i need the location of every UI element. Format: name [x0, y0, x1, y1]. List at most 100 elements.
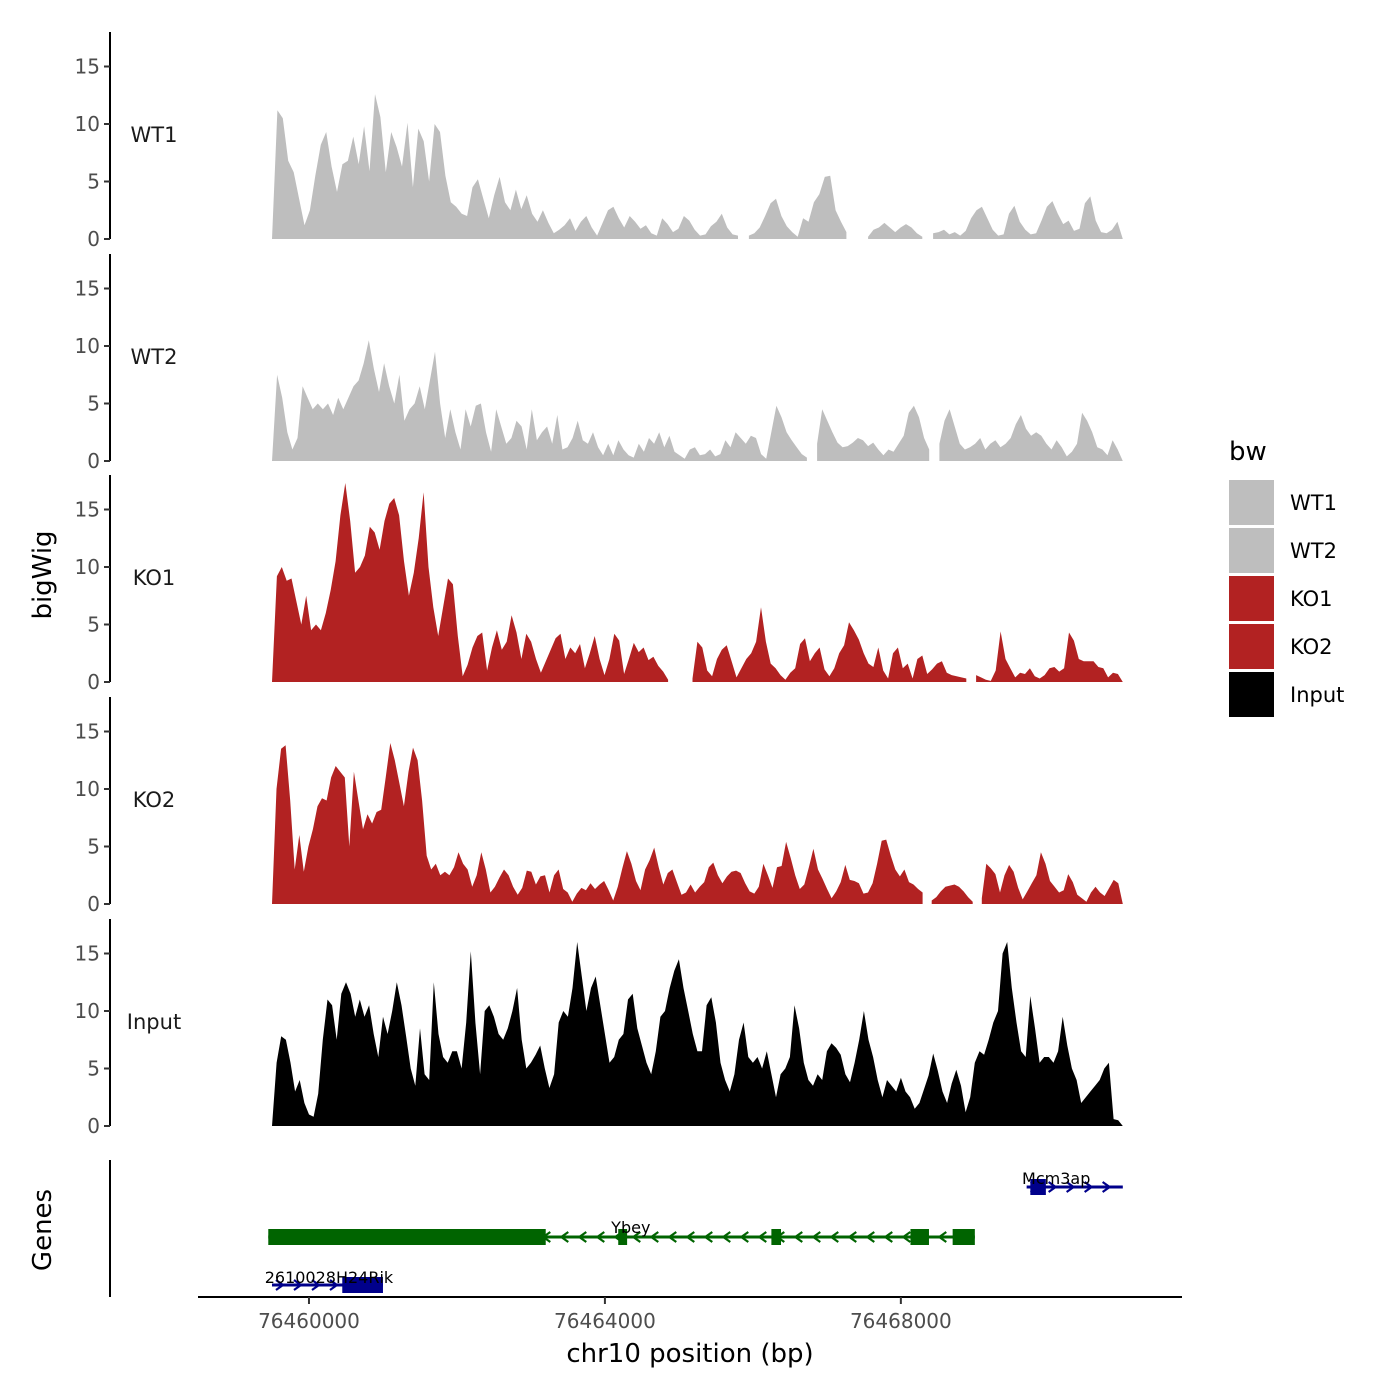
y-tick-label: 10	[75, 334, 100, 358]
y-tick-label: 10	[75, 777, 100, 801]
gene-mcm3ap: Mcm3ap	[1022, 1169, 1123, 1195]
legend-label: WT2	[1290, 539, 1337, 563]
y-tick-label: 15	[75, 942, 100, 966]
strand-arrow	[595, 1231, 605, 1243]
coverage-area	[931, 884, 973, 904]
y-tick-label: 15	[75, 55, 100, 79]
coverage-area	[272, 483, 669, 682]
x-tick-label: 76464000	[554, 1309, 656, 1333]
legend-item-wt2: WT2	[1229, 528, 1337, 573]
strand-arrow	[577, 1231, 587, 1243]
gene-exon	[1030, 1179, 1046, 1195]
y-tick-label: 10	[75, 999, 100, 1023]
y-tick-label: 15	[75, 277, 100, 301]
coverage-area	[981, 852, 1123, 904]
track-ko1: 0 5 10 15 KO1	[75, 475, 1123, 694]
track-wt2: 0 5 10 15 WT2	[75, 254, 1123, 473]
gene-exon	[952, 1229, 975, 1245]
strand-arrow	[757, 1231, 767, 1243]
track-label: KO2	[133, 788, 176, 812]
strand-arrow	[1065, 1181, 1076, 1193]
y-tick-label: 0	[87, 227, 100, 251]
strand-arrow	[811, 1231, 821, 1243]
legend-label: KO1	[1290, 587, 1333, 611]
strand-arrow	[847, 1231, 857, 1243]
legend-label: WT1	[1290, 491, 1337, 515]
coverage-area	[272, 743, 923, 904]
y-tick-label: 10	[75, 112, 100, 136]
legend-label: Input	[1290, 683, 1344, 707]
legend-item-ko1: KO1	[1229, 576, 1333, 621]
gene-label: Mcm3ap	[1022, 1169, 1090, 1188]
y-tick-label: 5	[87, 613, 100, 637]
strand-arrow	[649, 1231, 659, 1243]
strand-arrow	[739, 1231, 749, 1243]
track-label: WT1	[131, 123, 178, 147]
track-input: 0 5 10 15 Input	[75, 919, 1123, 1138]
x-axis-title: chr10 position (bp)	[566, 1339, 813, 1369]
coverage-tracks: 0 5 10 15 WT1 0 5 10 15 WT2 0 5 10 15 KO1 0 5 10 15 KO2 0 5 10…	[75, 32, 1123, 1138]
gene-exon	[771, 1229, 782, 1245]
gene-exon	[342, 1277, 383, 1293]
track-label: KO1	[133, 566, 176, 590]
y-tick-label: 0	[87, 670, 100, 694]
coverage-area	[933, 196, 1123, 239]
y-tick-label: 15	[75, 720, 100, 744]
x-tick-label: 76468000	[850, 1309, 952, 1333]
strand-arrow	[311, 1279, 321, 1291]
legend-swatch	[1229, 528, 1274, 573]
genes-axis-title: Genes	[28, 1189, 58, 1271]
legend-swatch	[1229, 480, 1274, 525]
strand-arrow	[667, 1231, 677, 1243]
gene-exon	[910, 1229, 929, 1245]
y-tick-label: 5	[87, 835, 100, 859]
strand-arrow	[559, 1231, 569, 1243]
gene-track: Mcm3ap Ybey 2610028H24Rik	[109, 1160, 1123, 1297]
y-tick-label: 5	[87, 170, 100, 194]
coverage-area	[939, 409, 1123, 461]
y-tick-label: 15	[75, 498, 100, 522]
legend-title: bw	[1229, 437, 1267, 467]
coverage-area	[868, 222, 923, 239]
strand-arrow	[329, 1279, 339, 1291]
gene-ybey: Ybey	[268, 1218, 975, 1245]
coverage-area	[272, 94, 738, 239]
strand-arrow	[275, 1279, 285, 1291]
strand-arrow	[1047, 1181, 1058, 1193]
coverage-area	[692, 607, 967, 682]
legend-item-input: Input	[1229, 672, 1344, 717]
track-label: Input	[127, 1010, 181, 1034]
strand-arrow	[685, 1231, 695, 1243]
coverage-area	[976, 631, 1123, 682]
y-axis-title: bigWig	[28, 530, 58, 619]
y-tick-label: 0	[87, 892, 100, 916]
x-axis: 76460000 76464000 76468000	[198, 1296, 1182, 1333]
x-tick-label: 76460000	[258, 1309, 360, 1333]
strand-arrow	[1083, 1181, 1094, 1193]
strand-arrow	[721, 1231, 731, 1243]
coverage-area	[748, 175, 847, 239]
y-tick-label: 5	[87, 1057, 100, 1081]
legend-swatch	[1229, 576, 1274, 621]
legend-item-ko2: KO2	[1229, 624, 1333, 669]
y-tick-label: 5	[87, 392, 100, 416]
track-wt1: 0 5 10 15 WT1	[75, 32, 1123, 251]
y-tick-label: 10	[75, 555, 100, 579]
track-ko2: 0 5 10 15 KO2	[75, 697, 1123, 916]
gene-label: Ybey	[610, 1218, 650, 1237]
coverage-area	[272, 942, 1123, 1126]
strand-arrow	[901, 1231, 911, 1243]
legend-item-wt1: WT1	[1229, 480, 1337, 525]
strand-arrow	[865, 1231, 875, 1243]
legend-label: KO2	[1290, 635, 1333, 659]
track-label: WT2	[131, 345, 178, 369]
strand-arrow	[703, 1231, 713, 1243]
gene-label: 2610028H24Rik	[265, 1268, 394, 1287]
y-tick-label: 0	[87, 1114, 100, 1138]
coverage-area	[272, 340, 807, 461]
strand-arrow	[293, 1279, 303, 1291]
strand-arrow	[829, 1231, 839, 1243]
legend: bw WT1 WT2 KO1 KO2 Input	[1229, 437, 1344, 717]
gene-exon	[618, 1229, 628, 1245]
